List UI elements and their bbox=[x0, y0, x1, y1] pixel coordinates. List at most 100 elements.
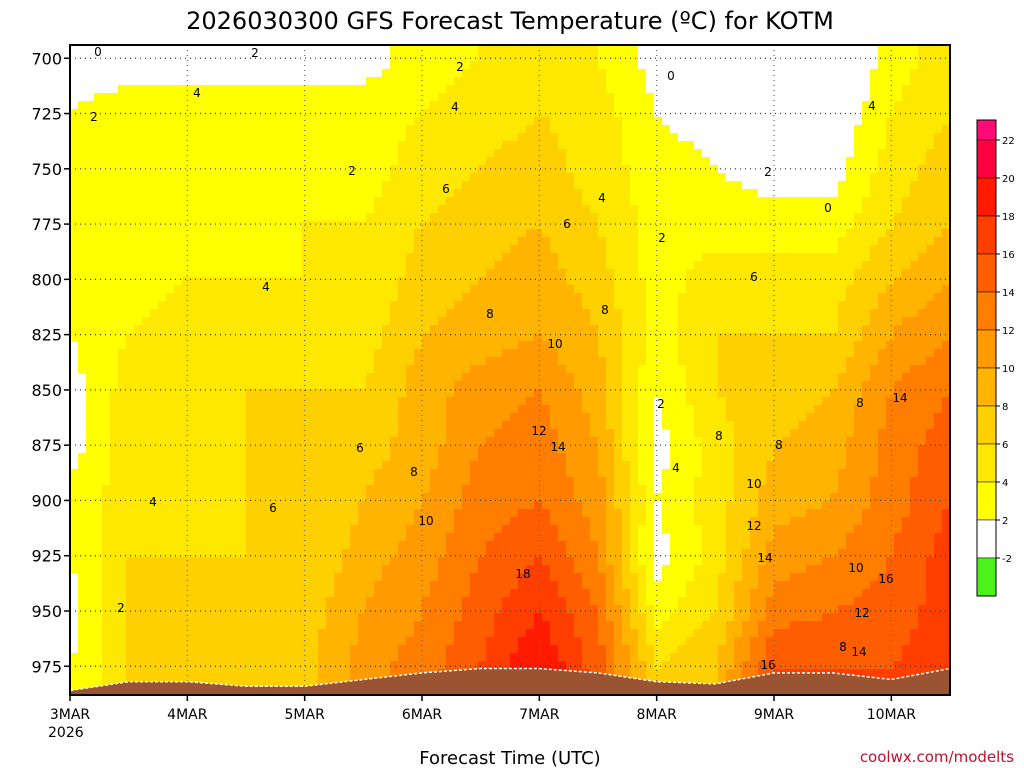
temperature-cell bbox=[118, 229, 127, 238]
temperature-cell bbox=[102, 357, 111, 366]
temperature-cell bbox=[478, 77, 487, 86]
temperature-cell bbox=[142, 589, 151, 598]
temperature-cell bbox=[534, 85, 543, 94]
temperature-cell bbox=[150, 125, 159, 134]
temperature-cell bbox=[318, 173, 327, 182]
temperature-cell bbox=[222, 261, 231, 270]
temperature-cell bbox=[166, 661, 175, 670]
temperature-cell bbox=[214, 45, 223, 54]
temperature-cell bbox=[526, 61, 535, 70]
temperature-cell bbox=[190, 141, 199, 150]
temperature-cell bbox=[102, 645, 111, 654]
temperature-cell bbox=[294, 197, 303, 206]
temperature-cell bbox=[182, 309, 191, 318]
temperature-cell bbox=[110, 597, 119, 606]
temperature-cell bbox=[414, 213, 423, 222]
temperature-cell bbox=[366, 269, 375, 278]
temperature-cell bbox=[406, 221, 415, 230]
temperature-cell bbox=[486, 141, 495, 150]
temperature-cell bbox=[78, 661, 87, 670]
temperature-cell bbox=[446, 205, 455, 214]
temperature-cell bbox=[246, 149, 255, 158]
temperature-cell bbox=[406, 125, 415, 134]
temperature-cell bbox=[286, 45, 295, 54]
temperature-cell bbox=[334, 141, 343, 150]
temperature-cell bbox=[398, 453, 407, 462]
temperature-cell bbox=[470, 197, 479, 206]
temperature-cell bbox=[326, 325, 335, 334]
temperature-cell bbox=[494, 181, 503, 190]
temperature-cell bbox=[166, 245, 175, 254]
temperature-cell bbox=[238, 181, 247, 190]
temperature-cell bbox=[182, 285, 191, 294]
temperature-cell bbox=[478, 525, 487, 534]
temperature-cell bbox=[110, 293, 119, 302]
temperature-cell bbox=[78, 565, 87, 574]
temperature-cell bbox=[526, 445, 535, 454]
temperature-cell bbox=[406, 429, 415, 438]
temperature-cell bbox=[126, 221, 135, 230]
temperature-cell bbox=[102, 293, 111, 302]
temperature-cell bbox=[334, 205, 343, 214]
temperature-cell bbox=[230, 637, 239, 646]
temperature-cell bbox=[454, 293, 463, 302]
temperature-cell bbox=[214, 645, 223, 654]
temperature-cell bbox=[126, 173, 135, 182]
temperature-cell bbox=[270, 661, 279, 670]
temperature-cell bbox=[510, 333, 519, 342]
temperature-cell bbox=[94, 189, 103, 198]
temperature-cell bbox=[302, 333, 311, 342]
temperature-cell bbox=[518, 85, 527, 94]
temperature-cell bbox=[222, 181, 231, 190]
temperature-cell bbox=[494, 381, 503, 390]
temperature-cell bbox=[206, 365, 215, 374]
temperature-cell bbox=[94, 621, 103, 630]
temperature-cell bbox=[246, 541, 255, 550]
temperature-cell bbox=[166, 485, 175, 494]
temperature-cell bbox=[478, 141, 487, 150]
temperature-cell bbox=[518, 205, 527, 214]
temperature-cell bbox=[342, 445, 351, 454]
temperature-cell bbox=[118, 69, 127, 78]
temperature-cell bbox=[86, 429, 95, 438]
temperature-cell bbox=[542, 365, 551, 374]
temperature-cell bbox=[422, 141, 431, 150]
temperature-cell bbox=[366, 85, 375, 94]
temperature-cell bbox=[414, 373, 423, 382]
temperature-cell bbox=[414, 445, 423, 454]
temperature-cell bbox=[102, 477, 111, 486]
temperature-cell bbox=[238, 61, 247, 70]
temperature-cell bbox=[230, 453, 239, 462]
temperature-cell bbox=[350, 293, 359, 302]
temperature-cell bbox=[182, 669, 191, 678]
temperature-cell bbox=[126, 245, 135, 254]
temperature-cell bbox=[102, 301, 111, 310]
temperature-cell bbox=[246, 557, 255, 566]
temperature-cell bbox=[366, 621, 375, 630]
temperature-cell bbox=[102, 533, 111, 542]
temperature-cell bbox=[230, 237, 239, 246]
temperature-cell bbox=[78, 53, 87, 62]
temperature-cell bbox=[214, 149, 223, 158]
temperature-cell bbox=[454, 325, 463, 334]
temperature-cell bbox=[158, 189, 167, 198]
temperature-cell bbox=[254, 165, 263, 174]
temperature-cell bbox=[326, 573, 335, 582]
temperature-cell bbox=[230, 341, 239, 350]
temperature-cell bbox=[94, 357, 103, 366]
temperature-cell bbox=[190, 397, 199, 406]
temperature-cell bbox=[470, 349, 479, 358]
temperature-cell bbox=[254, 629, 263, 638]
temperature-cell bbox=[158, 293, 167, 302]
temperature-cell bbox=[358, 277, 367, 286]
temperature-cell bbox=[510, 453, 519, 462]
temperature-cell bbox=[422, 269, 431, 278]
temperature-cell bbox=[334, 437, 343, 446]
temperature-cell bbox=[374, 645, 383, 654]
temperature-cell bbox=[358, 253, 367, 262]
temperature-cell bbox=[502, 69, 511, 78]
temperature-cell bbox=[110, 133, 119, 142]
temperature-cell bbox=[318, 437, 327, 446]
temperature-cell bbox=[190, 125, 199, 134]
temperature-cell bbox=[350, 373, 359, 382]
